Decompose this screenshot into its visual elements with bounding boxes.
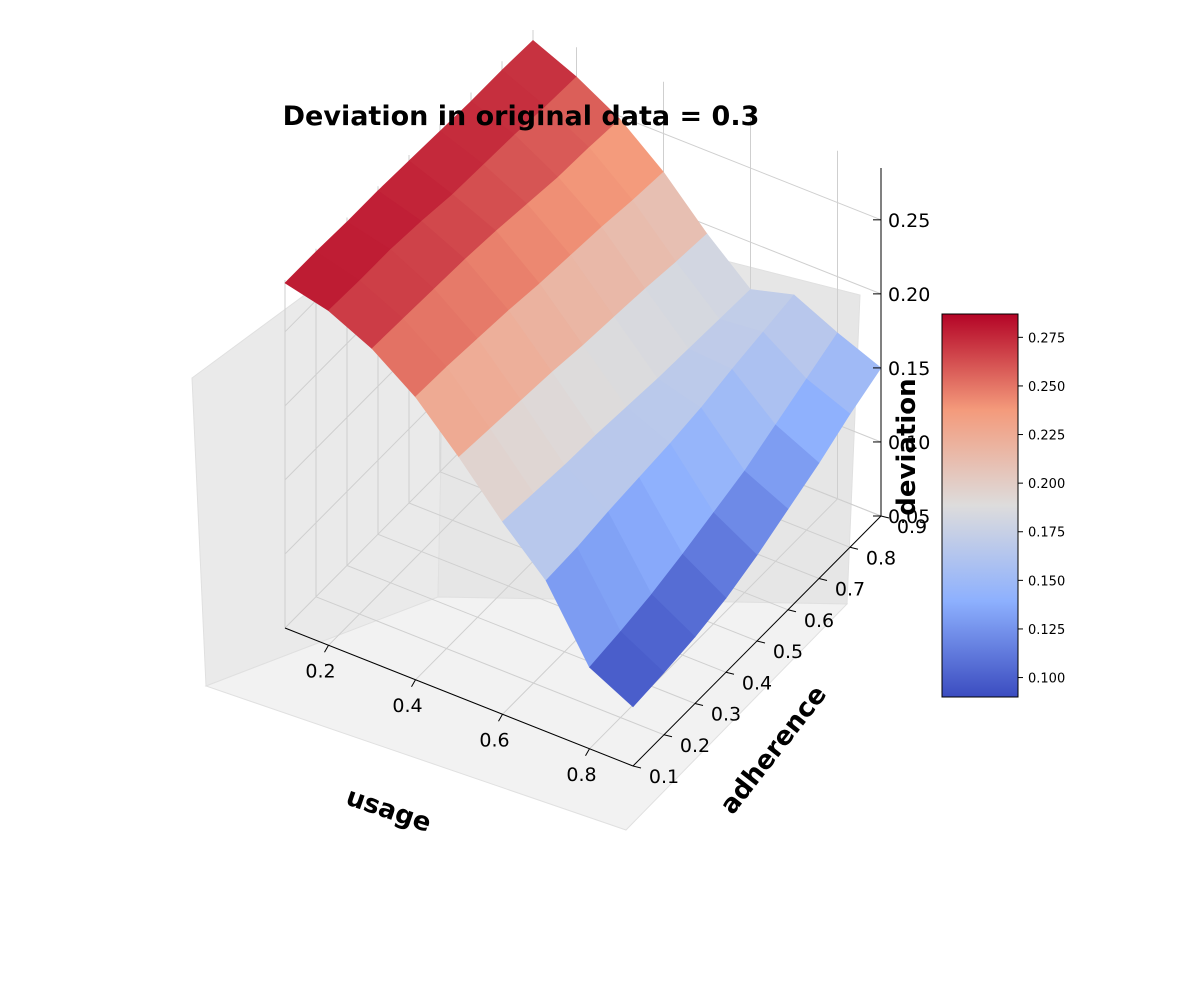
tick-labels: 0.20.40.60.8 0.10.20.30.40.50.60.70.80.90… [305,210,930,788]
y-tick-mark [756,640,766,644]
chart-title: Deviation in original data = 0.3 [283,101,760,132]
y-tick-mark [694,703,704,706]
y-tick-label: 0.9 [897,516,927,538]
x-tick-label: 0.2 [305,660,335,682]
colorbar-tick-label: 0.150 [1028,574,1065,589]
x-tick-mark [411,679,416,687]
z-tick-label: 0.05 [888,506,930,528]
x-tick-mark [324,645,329,653]
y-tick-mark [787,609,797,613]
surface-face [589,631,665,708]
x-tick-label: 0.8 [566,764,596,786]
y-tick-mark [663,734,673,738]
colorbar-ticks: 0.100 0.125 0.150 0.175 0.200 0.225 0.250 0.275 [1018,331,1065,687]
y-tick-label: 0.8 [866,547,896,569]
surface [284,39,882,708]
colorbar-gradient [941,313,1019,698]
x-axis-label: usage [342,782,435,839]
y-tick-mark [849,546,859,550]
y-tick-mark [880,515,890,519]
colorbar-tick-label: 0.200 [1028,477,1065,492]
y-tick-label: 0.6 [804,610,834,632]
y-tick-label: 0.7 [835,579,865,601]
colorbar-tick-label: 0.250 [1028,380,1065,395]
y-tick-label: 0.3 [711,704,741,726]
y-tick-mark [632,765,642,769]
colorbar-tick-label: 0.275 [1028,331,1065,346]
colorbar-tick-label: 0.125 [1028,623,1065,638]
x-axis-line [284,627,634,767]
z-tick-label: 0.25 [888,210,930,232]
colorbar-tick-label: 0.225 [1028,429,1065,444]
z-tick-label: 0.15 [888,358,930,380]
floor-pane [204,596,849,831]
y-tick-label: 0.5 [773,641,803,663]
z-tick-label: 0.20 [888,284,930,306]
y-tick-label: 0.1 [649,766,679,788]
x-tick-label: 0.6 [479,729,509,751]
colorbar-tick-label: 0.175 [1028,526,1065,541]
y-tick-mark [818,578,828,581]
y-tick-label: 0.2 [680,735,710,757]
colorbar: 0.100 0.125 0.150 0.175 0.200 0.225 0.250 0.275 [941,313,1065,698]
x-tick-label: 0.4 [392,695,422,717]
x-tick-mark [585,748,590,756]
z-axis-label: deviation [892,378,922,515]
z-tick-label: 0.10 [888,432,930,454]
y-tick-mark [725,671,735,675]
x-tick-mark [498,714,503,722]
colorbar-tick-label: 0.100 [1028,672,1065,687]
y-tick-label: 0.4 [742,672,772,694]
